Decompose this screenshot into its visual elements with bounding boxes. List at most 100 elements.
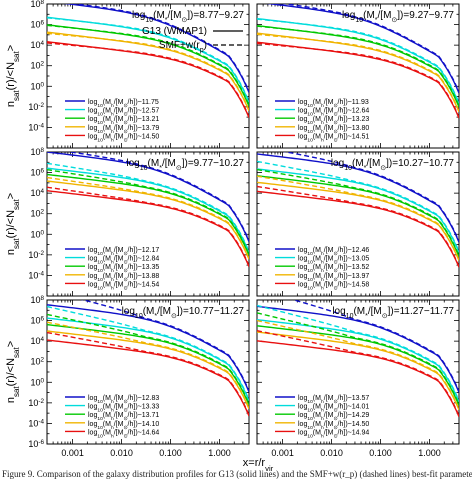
y-axis-label: nsat(r)/<Nsat>: [5, 341, 21, 403]
series-5-dashed-line: [47, 42, 249, 118]
series-2-solid-line: [47, 317, 249, 402]
series-4-dashed-line: [257, 319, 459, 410]
series-3-solid-line: [257, 325, 459, 406]
legend-entry: log10(Mh/[M⊙/h])~14.54: [88, 281, 159, 291]
series-5-dashed-line: [257, 42, 459, 118]
curves: [47, 152, 249, 267]
legend-entry: log10(Mh/[M⊙/h])~13.71: [88, 412, 159, 422]
legend-entry: log10(Mh/[M⊙/h])~13.79: [88, 125, 159, 135]
y-tick-label: 104: [30, 40, 44, 51]
legend-entry: log10(Mh/[M⊙/h])~13.57: [298, 395, 369, 405]
series-1-dashed-line: [291, 300, 459, 392]
legend-entry: log10(Mh/[M⊙/h])~11.93: [298, 99, 369, 109]
series-4-dashed-line: [47, 32, 249, 111]
legend-entry: log10(Mh/[M⊙/h])~14.50: [298, 421, 369, 431]
panel-title: log10(M*/[M⊙])=9.77−10.27: [126, 158, 244, 172]
series-1-solid-line: [47, 152, 249, 242]
series-2-dashed-line: [257, 160, 459, 252]
series-1-solid-line: [257, 305, 459, 393]
curves: [257, 300, 459, 418]
legend-entry: log10(Mh/[M⊙/h])~12.46: [298, 247, 369, 257]
series-5-solid-line: [257, 340, 459, 418]
series-5-solid-line: [47, 190, 249, 267]
x-axis-label: x=r/rvir: [243, 457, 274, 473]
y-tick-label: 108: [30, 295, 44, 306]
legend-entry: log10(Mh/[M⊙/h])~13.33: [88, 404, 159, 414]
series-5-dashed-line: [257, 329, 459, 417]
series-2-solid-line: [257, 168, 459, 253]
panel-title: log10(M*/[M⊙])=10.27−10.77: [331, 158, 455, 172]
panels-layer: 108 106 104 102 100 10-2 10-4 log10(M*/[M⊙])=8.…: [28, 0, 460, 458]
series-4-solid-line: [257, 181, 459, 261]
y-tick-label: 10-6: [28, 439, 44, 450]
x-tick-label: 1.000: [208, 448, 231, 458]
y-axis-label: nsat(r)/<Nsat>: [5, 45, 21, 107]
series-4-dashed-line: [257, 175, 459, 261]
series-2-solid-line: [47, 167, 249, 253]
series-3-dashed-line: [257, 25, 459, 107]
series-1-dashed-line: [282, 152, 459, 242]
series-3-solid-line: [47, 173, 249, 256]
legend-entry: log10(Mh/[M⊙/h])~13.88: [88, 273, 159, 283]
y-tick-label: 108: [30, 0, 44, 9]
series-2-dashed-line: [47, 162, 249, 252]
y-tick-label: 100: [30, 377, 44, 388]
panel-5: 108 106 104 102 100 10-2 10-4 10-6 0.001 0.010 0.1…: [28, 295, 250, 458]
legend-entry: log10(Mh/[M⊙/h])~13.05: [298, 256, 369, 266]
x-tick-label: 0.010: [320, 448, 343, 458]
y-tick-label: 10-4: [28, 122, 44, 133]
series-3-solid-line: [47, 24, 249, 107]
y-tick-label: 108: [30, 147, 44, 158]
series-3-dashed-line: [257, 168, 459, 256]
series-2-dashed-line: [257, 18, 459, 104]
series-5-solid-line: [47, 339, 249, 417]
series-1-solid-line: [63, 4, 249, 93]
panel-2: log10(M*/[M⊙])=9.27−9.77 log10(Mh/[M⊙/h])…: [256, 3, 460, 149]
legend-entry: log10(Mh/[M⊙/h])~11.75: [88, 99, 159, 109]
dashed-key-label: SMF+w(rp): [159, 40, 207, 54]
series-3-dashed-line: [47, 313, 249, 405]
figure-caption: Figure 9. Comparison of the galaxy distr…: [2, 469, 472, 479]
curves: [257, 4, 459, 119]
x-tick-label: 0.001: [271, 448, 294, 458]
y-tick-label: 102: [30, 60, 44, 71]
panel-3: 108 106 104 102 100 10-2 10-4 log10(M*/[M⊙])=9.…: [28, 147, 250, 297]
series-5-dashed-line: [47, 331, 249, 416]
panel-6: 0.001 0.010 0.100 1.000 log10(M*/[M⊙])=11.27…: [256, 299, 460, 458]
series-5-solid-line: [257, 190, 459, 268]
legend-entry: log10(Mh/[M⊙/h])~13.23: [298, 116, 369, 126]
y-tick-label: 10-2: [28, 397, 44, 408]
series-1-solid-line: [265, 4, 459, 94]
panel-title: log10(M*/[M⊙])=11.27−11.77: [332, 306, 454, 320]
curves: [47, 4, 249, 118]
legend-entry: log10(Mh/[M⊙/h])~14.64: [88, 429, 159, 439]
series-4-solid-line: [257, 331, 459, 411]
series-1-dashed-line: [281, 4, 459, 93]
y-tick-label: 10-4: [28, 418, 44, 429]
panel-title: log10(M*/[M⊙])=8.77−9.27: [132, 10, 244, 24]
panel-1: 108 106 104 102 100 10-2 10-4 log10(M*/[M⊙])=8.…: [28, 0, 250, 149]
series-3-solid-line: [257, 24, 459, 108]
series-1-dashed-line: [80, 300, 249, 392]
series-5-dashed-line: [257, 185, 459, 267]
y-tick-label: 102: [30, 208, 44, 219]
series-3-dashed-line: [47, 24, 249, 106]
y-axis-label: nsat(r)/<Nsat>: [5, 193, 21, 255]
legend-entry: log10(Mh/[M⊙/h])~14.50: [88, 133, 159, 143]
series-2-dashed-line: [257, 304, 459, 402]
legend-entry: log10(Mh/[M⊙/h])~14.10: [88, 421, 159, 431]
y-tick-label: 10-2: [28, 249, 44, 260]
series-5-dashed-line: [47, 186, 249, 267]
series-1-dashed-line: [65, 152, 249, 242]
series-4-dashed-line: [47, 176, 249, 259]
y-tick-label: 10-2: [28, 101, 44, 112]
legend-entry: log10(Mh/[M⊙/h])~14.01: [298, 404, 369, 414]
y-tick-label: 100: [30, 229, 44, 240]
series-4-solid-line: [47, 330, 249, 410]
series-3-dashed-line: [47, 168, 249, 255]
y-tick-label: 106: [30, 167, 44, 178]
panel-title: log10(M*/[M⊙])=9.27−9.77: [342, 10, 454, 24]
series-1-dashed-line: [70, 4, 249, 92]
series-1-solid-line: [257, 153, 459, 243]
